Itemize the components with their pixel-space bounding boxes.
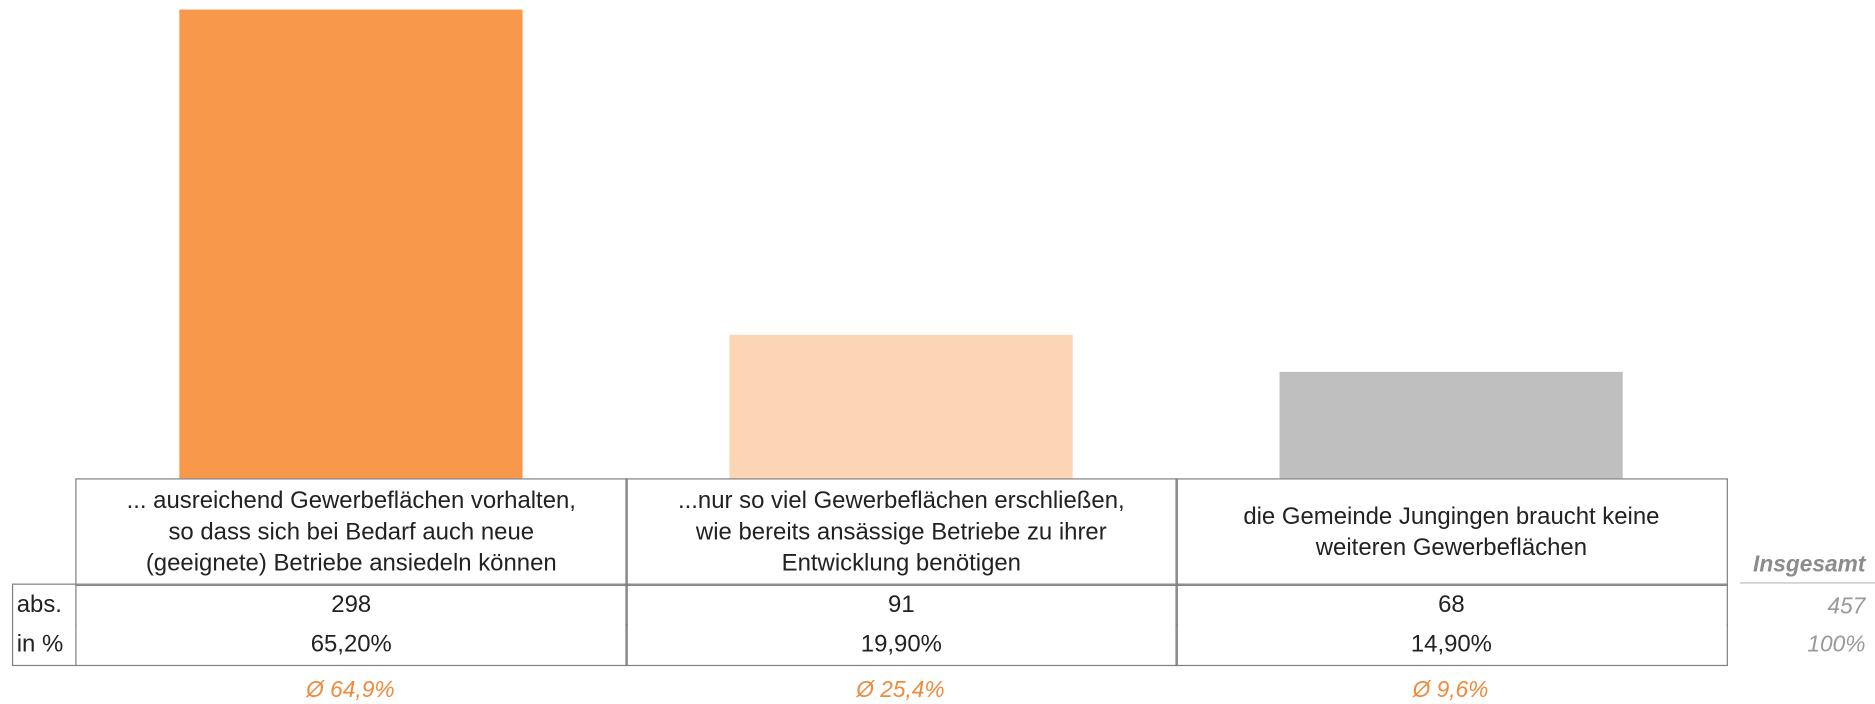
total-abs: 457	[1827, 594, 1866, 620]
bar	[179, 9, 523, 479]
total-label: Insgesamt	[1753, 552, 1866, 578]
bar	[729, 335, 1073, 479]
total-rule	[1739, 582, 1875, 584]
percent-value: 14,90%	[1175, 624, 1728, 667]
row-label: in %	[11, 624, 77, 667]
percent-value: 65,20%	[75, 624, 628, 667]
abs-value: 298	[75, 583, 628, 626]
abs-value: 68	[1175, 583, 1728, 626]
percent-value: 19,90%	[625, 624, 1178, 667]
average-label: Ø 25,4%	[856, 678, 945, 704]
category-label: ...nur so viel Gewerbeflächen erschließe…	[625, 478, 1178, 586]
category-label: die Gemeinde Jungingen braucht keine wei…	[1175, 478, 1728, 586]
category-label: ... ausreichend Gewerbeflächen vorhalten…	[75, 478, 628, 586]
row-label: abs.	[11, 583, 77, 626]
average-label: Ø 64,9%	[306, 678, 395, 704]
average-label: Ø 9,6%	[1412, 678, 1489, 704]
abs-value: 91	[625, 583, 1178, 626]
bar	[1279, 371, 1623, 479]
total-percent: 100%	[1807, 632, 1866, 658]
